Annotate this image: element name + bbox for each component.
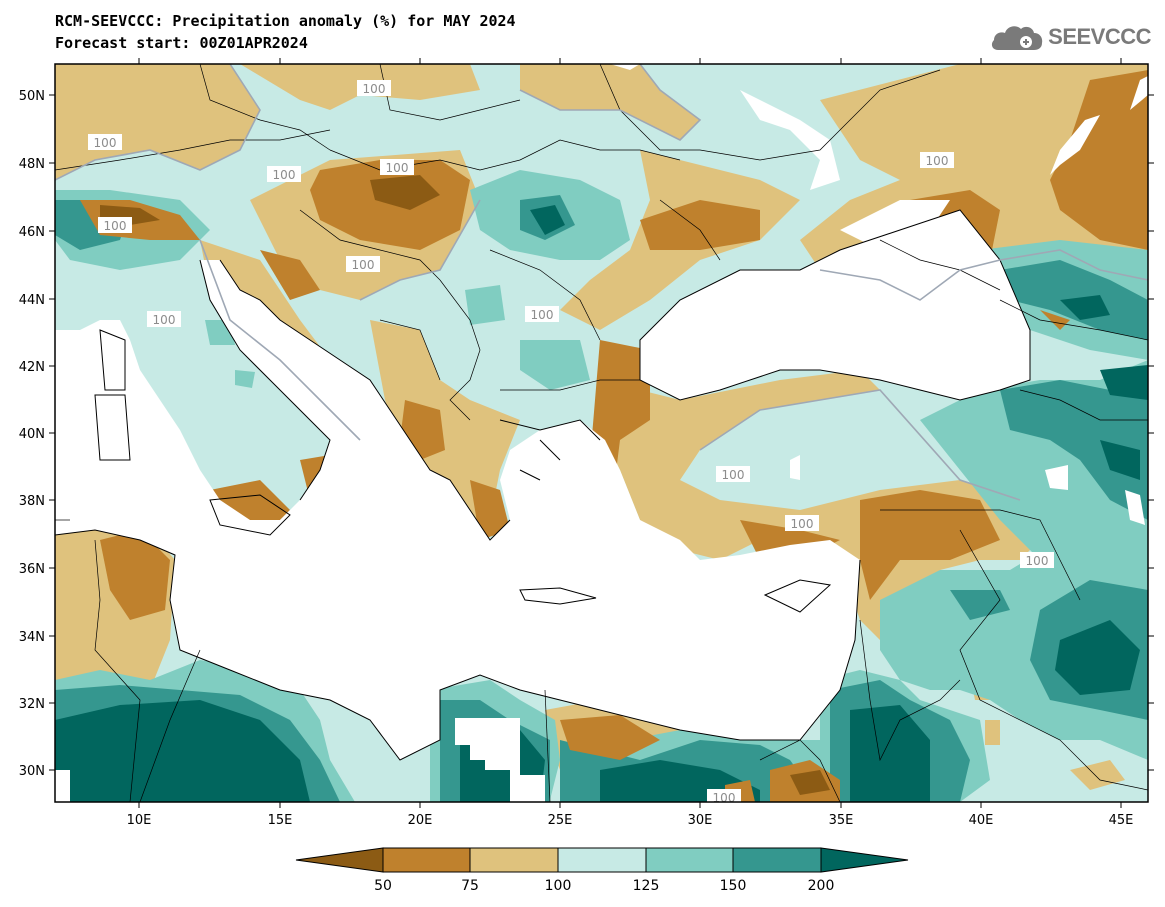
map-title: RCM-SEEVCCC: Precipitation anomaly (%) f…: [55, 12, 516, 30]
svg-text:100: 100: [153, 313, 176, 327]
svg-text:100: 100: [926, 154, 949, 168]
svg-text:100: 100: [713, 791, 736, 805]
contour-label: 100: [346, 256, 380, 272]
contour-label: 100: [147, 311, 181, 327]
svg-text:100: 100: [104, 219, 127, 233]
lat-tick-label: 34N: [19, 630, 45, 645]
cloud-logo-icon: [992, 26, 1043, 50]
lat-tick-label: 46N: [19, 225, 45, 240]
colorbar-label: 50: [374, 878, 392, 894]
latitude-axis: 50N 48N 46N 44N 42N 40N 38N 36N 34N 32N …: [19, 89, 1154, 779]
contour-labels: 100 100 100 100 100 100 100 100 100 100 …: [88, 80, 1054, 805]
lon-tick-label: 45E: [1109, 813, 1134, 828]
contour-label: 100: [525, 306, 559, 322]
lat-tick-label: 30N: [19, 764, 45, 779]
svg-text:100: 100: [273, 168, 296, 182]
contour-label: 100: [1020, 552, 1054, 568]
colorbar-swatch-100-125: [557, 847, 647, 873]
lat-tick-label: 36N: [19, 562, 45, 577]
contour-label: 100: [707, 789, 741, 805]
longitude-axis: 10E 15E 20E 25E 30E 35E 40E 45E: [127, 58, 1134, 828]
lon-tick-label: 20E: [408, 813, 433, 828]
lat-tick-label: 40N: [19, 427, 45, 442]
contour-label: 100: [920, 152, 954, 168]
contour-100: [55, 64, 1148, 501]
svg-text:100: 100: [722, 468, 745, 482]
lon-tick-label: 25E: [548, 813, 573, 828]
colorbar-label: 75: [461, 878, 479, 894]
colorbar: 50 75 100 125 150 200: [295, 847, 909, 894]
svg-text:100: 100: [531, 308, 554, 322]
lon-tick-label: 10E: [127, 813, 152, 828]
coastlines: [55, 209, 1031, 761]
contour-label: 100: [380, 159, 414, 175]
colorbar-swatch-below-50: [295, 847, 384, 873]
lon-tick-label: 30E: [688, 813, 713, 828]
svg-text:100: 100: [352, 258, 375, 272]
svg-text:100: 100: [1026, 554, 1049, 568]
lon-tick-label: 15E: [268, 813, 293, 828]
lon-tick-label: 35E: [829, 813, 854, 828]
svg-text:100: 100: [363, 82, 386, 96]
colorbar-label: 125: [633, 878, 660, 894]
lat-tick-label: 48N: [19, 157, 45, 172]
contour-label: 100: [98, 217, 132, 233]
colorbar-label: 100: [545, 878, 572, 894]
svg-text:100: 100: [94, 136, 117, 150]
colorbar-swatch-75-100: [469, 847, 559, 873]
colorbar-swatch-125-150: [645, 847, 734, 873]
svg-text:100: 100: [386, 161, 409, 175]
svg-text:100: 100: [791, 517, 814, 531]
colorbar-label: 200: [808, 878, 835, 894]
lat-tick-label: 50N: [19, 89, 45, 104]
field-50-75: [80, 70, 1148, 802]
contour-label: 100: [785, 515, 819, 531]
field-above-200: [55, 205, 1148, 802]
colorbar-label: 150: [720, 878, 747, 894]
lat-tick-label: 38N: [19, 494, 45, 509]
seevccc-logo: SEEVCCC: [990, 20, 1151, 54]
forecast-start-subtitle: Forecast start: 00Z01APR2024: [55, 34, 308, 52]
country-borders: [55, 64, 1148, 802]
logo-text: SEEVCCC: [1048, 24, 1151, 49]
lat-tick-label: 42N: [19, 360, 45, 375]
contour-label: 100: [716, 466, 750, 482]
contour-label: 100: [88, 134, 122, 150]
contour-label: 100: [267, 166, 301, 182]
colorbar-swatch-above-200: [820, 847, 909, 873]
lon-tick-label: 40E: [969, 813, 994, 828]
colorbar-swatch-50-75: [382, 847, 471, 873]
sea-mask: [55, 64, 1148, 802]
map-field: 100 100 100 100 100 100 100 100 100 100 …: [55, 64, 1148, 805]
lat-tick-label: 32N: [19, 697, 45, 712]
contour-label: 100: [357, 80, 391, 96]
colorbar-swatch-150-200: [732, 847, 822, 873]
lat-tick-label: 44N: [19, 293, 45, 308]
